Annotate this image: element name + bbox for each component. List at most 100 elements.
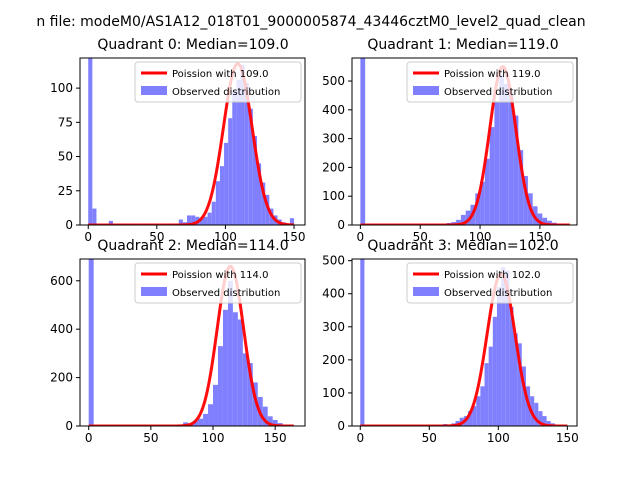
quadrant-1-hist-bar-7 — [465, 210, 471, 225]
quadrant-0-hist-bar-8 — [178, 219, 183, 225]
quadrant-0-hist-bar-17 — [215, 181, 220, 225]
quadrant-3-title: Quadrant 3: Median=102.0 — [367, 238, 558, 254]
quadrant-0-hist-bar-10 — [187, 215, 192, 225]
quadrant-1-hist-bar-5 — [456, 219, 461, 225]
quadrant-2-hist-bar-7 — [208, 404, 214, 426]
quadrant-3-xtick-label-50: 50 — [422, 431, 437, 445]
quadrant-1-hist-bar-0 — [360, 58, 366, 225]
quadrant-0-hist-bar-21 — [232, 90, 237, 225]
quadrant-2-panel: 0 50 100 150 0 200 400 600 Poission with 114.0 … — [50, 238, 306, 445]
quadrant-1-hist-bar-19 — [523, 176, 528, 225]
quadrant-3-ytick-label-500: 500 — [322, 254, 345, 268]
quadrant-3-hist-bar-20 — [517, 343, 522, 426]
quadrant-3-xtick-label-150: 150 — [556, 431, 579, 445]
quadrant-0-legend-box — [134, 61, 302, 103]
quadrant-2-legend-patch-swatch — [141, 287, 167, 296]
quadrant-0-hist-bar-29 — [265, 194, 270, 225]
quadrant-3-hist-bar-15 — [496, 287, 502, 426]
quadrant-0-hist-bar-22 — [236, 79, 241, 225]
quadrant-1-hist-bar-15 — [503, 83, 509, 225]
quadrant-3-ytick-label-300: 300 — [322, 320, 345, 334]
quadrant-0-legend-patch-swatch — [141, 86, 167, 95]
quadrant-2-hist-bar-9 — [217, 346, 223, 426]
quadrant-3-hist-bar-0 — [360, 259, 365, 426]
quadrant-1-hist-bar-12 — [489, 127, 495, 225]
quadrant-1-axes-frame — [351, 57, 578, 226]
quadrant-3-hist-bar-11 — [480, 386, 485, 426]
quadrant-2-hist-bar-5 — [198, 418, 204, 426]
quadrant-0-hist-bar-19 — [224, 142, 229, 225]
quadrant-3-hist-bar-8 — [467, 411, 473, 426]
quadrant-2-hist-bar-14 — [242, 353, 248, 426]
quadrant-1-ytick-label-100: 100 — [322, 189, 345, 203]
quadrant-3-legend-box — [406, 262, 574, 304]
quadrant-2-hist-bar-20 — [272, 419, 278, 426]
quadrant-1-hist-bar-10 — [480, 181, 485, 225]
quadrant-0-hist-bar-13 — [199, 218, 204, 225]
quadrant-3-hist-bar-27 — [546, 421, 551, 426]
quadrant-2-axes-frame — [79, 258, 306, 427]
quadrant-0-ytick-label-0: 0 — [65, 218, 73, 232]
quadrant-2-xtick-label-0: 0 — [85, 431, 93, 445]
quadrant-1-ytick-label-400: 400 — [322, 103, 345, 117]
quadrant-3-xtick-label-100: 100 — [487, 431, 510, 445]
quadrant-3-panel: 0 50 100 150 0 100 200 300 400 500 Poission with … — [322, 238, 579, 445]
quadrant-1-hist-bar-16 — [508, 92, 514, 225]
quadrant-3-legend-observed-label: Observed distribution — [444, 288, 552, 299]
quadrant-0-legend-poisson-label: Poission with 109.0 — [172, 69, 268, 80]
quadrant-0-xtick-label-50: 50 — [149, 230, 164, 244]
quadrant-1-xtick-label-150: 150 — [528, 230, 551, 244]
quadrant-1-hist-bar-23 — [542, 217, 548, 225]
quadrant-2-hist-bar-13 — [237, 319, 243, 426]
quadrant-1-legend-box — [406, 61, 574, 103]
quadrant-0-hist-bar-25 — [248, 108, 253, 225]
quadrant-0-hist-bar-23 — [240, 64, 245, 225]
quadrant-1-hist-bar-13 — [494, 101, 500, 225]
quadrant-3-hist-bar-12 — [484, 363, 489, 426]
quadrant-2-hist-bar-4 — [193, 421, 199, 426]
quadrant-0-xtick-label-0: 0 — [84, 230, 92, 244]
quadrant-2-legend: Poission with 114.0 Observed distributio… — [134, 262, 302, 304]
quadrant-0-hist-bar-3 — [108, 220, 113, 225]
quadrant-0-ytick-label-25: 25 — [58, 184, 73, 198]
quadrant-3-hist-bar-25 — [538, 411, 543, 426]
quadrant-1-ytick-label-200: 200 — [322, 160, 345, 174]
quadrant-2-hist-bar-16 — [252, 382, 258, 426]
quadrant-2-title: Quadrant 2: Median=114.0 — [97, 238, 288, 254]
quadrant-0-hist-bar-26 — [252, 136, 257, 225]
quadrant-2-hist-bar-19 — [267, 416, 273, 426]
quadrant-1-hist-bar-9 — [475, 193, 481, 225]
quadrant-1-plot-area: 0 50 100 150 0 100 200 300 400 500 — [322, 57, 578, 244]
quadrant-3-hist-bar-10 — [476, 396, 481, 426]
quadrant-2-ytick-label-0: 0 — [65, 419, 73, 433]
quadrant-2-xtick-label-100: 100 — [202, 431, 225, 445]
quadrant-3-ytick-label-200: 200 — [322, 353, 345, 367]
quadrant-2-ytick-label-600: 600 — [50, 274, 73, 288]
quadrant-1-hist-bar-18 — [518, 150, 524, 225]
quadrant-0-axes-frame — [79, 57, 306, 226]
quadrant-2-hist-bar-11 — [227, 280, 233, 426]
quadrant-0-hist-bar-28 — [261, 182, 266, 225]
quadrant-1-legend: Poission with 119.0 Observed distributio… — [406, 61, 574, 103]
quadrant-1-poisson-curve — [359, 65, 571, 225]
quadrant-3-legend: Poission with 102.0 Observed distributio… — [406, 262, 574, 304]
quadrant-1-legend-poisson-label: Poission with 119.0 — [444, 69, 540, 80]
quadrant-3-series — [359, 259, 569, 426]
quadrant-1-hist-bar-11 — [484, 158, 490, 225]
quadrant-3-hist-bar-24 — [534, 402, 539, 426]
quadrant-0-hist-bar-24 — [244, 82, 249, 225]
quadrant-1-legend-observed-label: Observed distribution — [444, 87, 552, 98]
quadrant-2-xtick-label-150: 150 — [264, 431, 287, 445]
quadrant-1-panel: 0 50 100 150 0 100 200 300 400 500 Poission with … — [322, 37, 578, 244]
quadrant-1-hist-bar-22 — [537, 213, 543, 225]
quadrant-2-hist-bar-15 — [247, 363, 253, 426]
quadrant-3-hist-bar-21 — [521, 366, 526, 426]
quadrant-2-poisson-curve — [87, 264, 295, 426]
quadrant-0-panel: 0 50 100 150 0 25 50 75 100 Poission with 109.0 … — [50, 37, 306, 244]
quadrant-0-plot-area: 0 50 100 150 0 25 50 75 100 — [50, 57, 306, 244]
quadrant-3-hist-bar-9 — [472, 406, 477, 426]
quadrant-0-hist-bar-27 — [256, 163, 262, 225]
quadrant-1-hist-bar-24 — [547, 220, 552, 225]
quadrant-3-hist-bar-17 — [505, 270, 510, 426]
quadrant-3-poisson-curve — [359, 272, 569, 426]
